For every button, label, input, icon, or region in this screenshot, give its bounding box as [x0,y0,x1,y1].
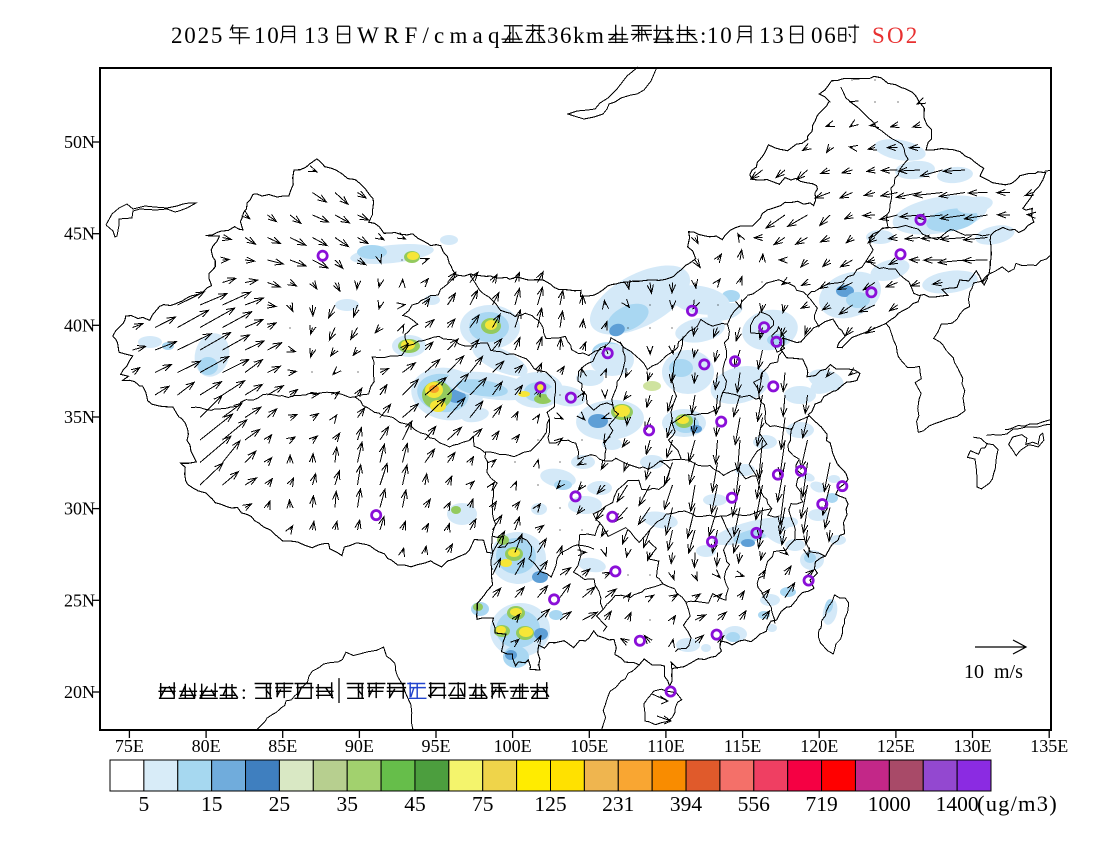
svg-text:WRF/cmaq: WRF/cmaq [357,23,505,48]
svg-text:1000: 1000 [868,792,911,816]
svg-text:394: 394 [670,792,703,816]
svg-text:36km: 36km [547,23,605,48]
svg-text:75: 75 [472,792,494,816]
svg-text:85E: 85E [268,736,297,756]
svg-text:50N: 50N [64,132,95,152]
svg-text:40N: 40N [64,315,95,335]
svg-text:80E: 80E [192,736,221,756]
svg-text:45: 45 [404,792,426,816]
svg-text:13: 13 [759,23,786,48]
svg-text:120E: 120E [800,736,838,756]
svg-text:35: 35 [336,792,358,816]
svg-text:SO2: SO2 [872,23,920,48]
svg-text:35N: 35N [64,407,95,427]
svg-text:125E: 125E [877,736,915,756]
svg-text::: : [700,23,706,48]
svg-text:10: 10 [254,23,281,48]
svg-text:25: 25 [269,792,291,816]
svg-text:25N: 25N [64,590,95,610]
svg-text:45N: 45N [64,224,95,244]
svg-text:125: 125 [534,792,566,816]
svg-text:135E: 135E [1030,736,1068,756]
svg-text:95E: 95E [422,736,451,756]
svg-text:75E: 75E [115,736,144,756]
svg-text:90E: 90E [345,736,374,756]
svg-text::: : [241,682,247,704]
svg-text:10 m/s: 10 m/s [964,661,1023,683]
svg-text:30N: 30N [64,499,95,519]
svg-text:115E: 115E [724,736,761,756]
svg-text:10: 10 [707,23,734,48]
svg-text:13: 13 [304,23,331,48]
svg-text:556: 556 [738,792,771,816]
svg-text:110E: 110E [647,736,684,756]
svg-text:1400: 1400 [936,792,979,816]
svg-text:105E: 105E [570,736,608,756]
svg-text:5: 5 [139,792,150,816]
svg-text:100E: 100E [494,736,532,756]
svg-text:20N: 20N [64,682,95,702]
svg-text:719: 719 [805,792,837,816]
svg-text:06: 06 [811,23,838,48]
svg-text:15: 15 [201,792,223,816]
svg-text:2025: 2025 [171,23,224,48]
svg-text:(ug/m3): (ug/m3) [977,791,1058,816]
svg-text:130E: 130E [954,736,992,756]
svg-text:231: 231 [602,792,634,816]
